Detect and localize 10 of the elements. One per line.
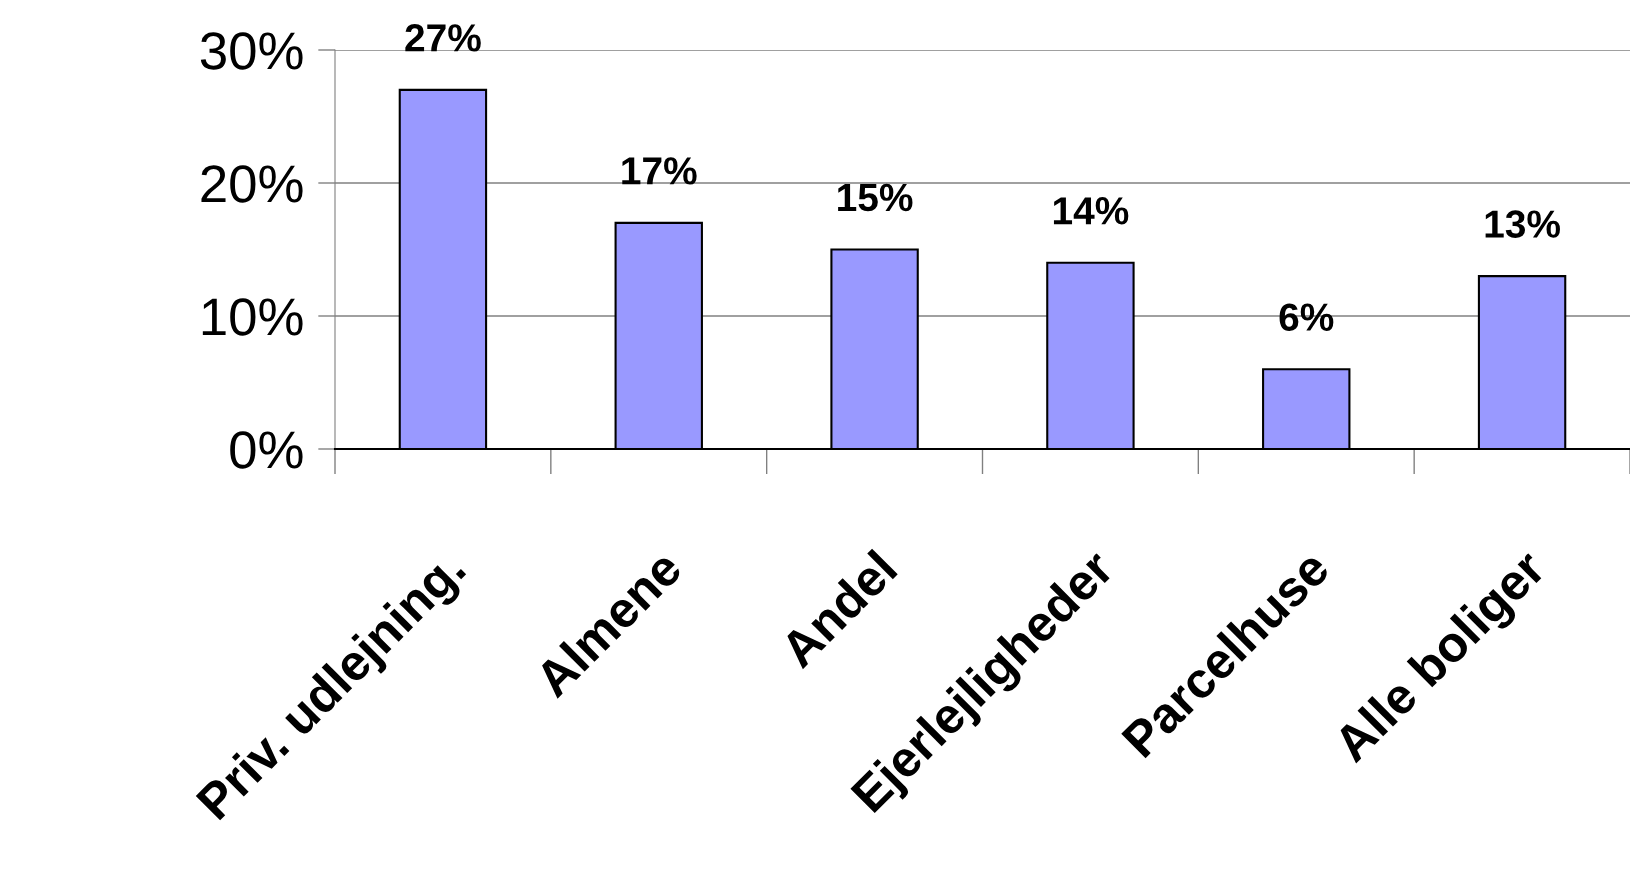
data-label: 14% — [1053, 197, 1129, 225]
y-tick-label: 30% — [200, 32, 303, 70]
y-tick-label: 0% — [230, 431, 303, 469]
data-label: 15% — [838, 183, 913, 212]
data-label: 17% — [622, 157, 697, 185]
data-label: 27% — [405, 24, 481, 52]
y-tick-label: 10% — [202, 298, 303, 336]
data-label: 13% — [1485, 210, 1560, 238]
y-tick-label: 20% — [201, 165, 303, 203]
data-label: 6% — [1279, 303, 1334, 331]
